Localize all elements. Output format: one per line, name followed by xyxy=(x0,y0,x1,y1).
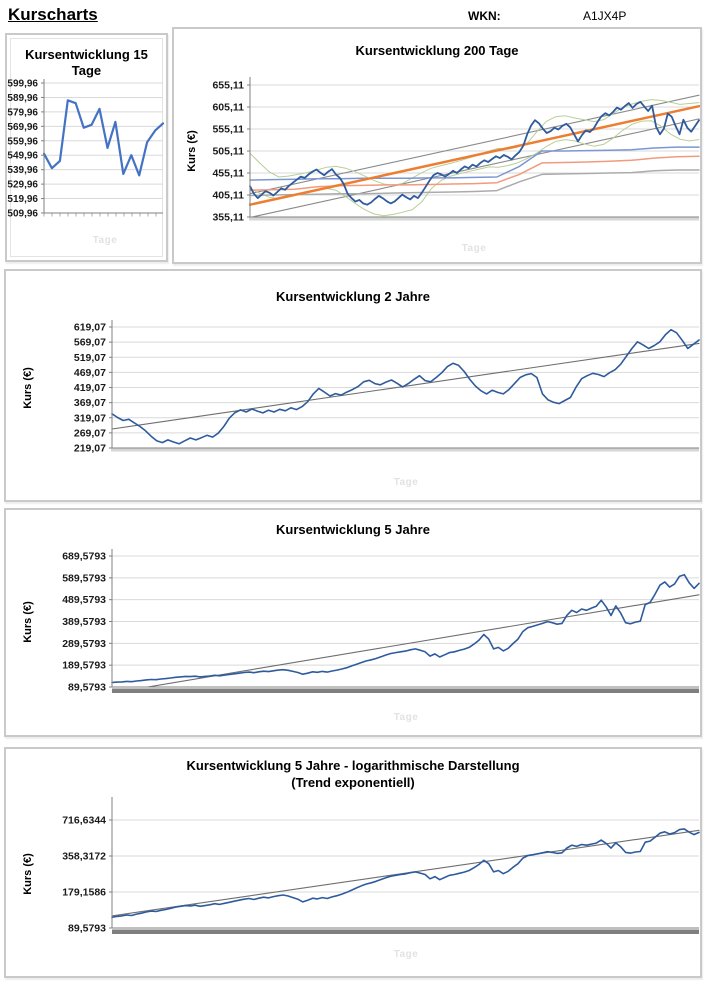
svg-text:189,5793: 189,5793 xyxy=(62,660,106,672)
price-chart-5-jahre: 689,5793 589,5793 489,5793 389,5793 289,5793… xyxy=(62,549,700,694)
svg-text:469,07: 469,07 xyxy=(74,367,106,379)
svg-text:355,11: 355,11 xyxy=(212,212,244,224)
svg-text:689,5793: 689,5793 xyxy=(62,551,106,563)
svg-text:405,11: 405,11 xyxy=(212,190,244,202)
chart-title-2-jahre: Kursentwicklung 2 Jahre xyxy=(276,289,430,304)
svg-text:549,96: 549,96 xyxy=(7,151,38,162)
svg-text:519,96: 519,96 xyxy=(7,194,38,205)
wkn-label: WKN: xyxy=(468,9,501,23)
x-axis-watermark: Tage xyxy=(92,235,118,246)
svg-text:589,96: 589,96 xyxy=(7,93,38,104)
svg-text:599,96: 599,96 xyxy=(7,79,38,90)
svg-text:519,07: 519,07 xyxy=(74,352,106,364)
svg-text:419,07: 419,07 xyxy=(74,382,106,394)
svg-text:589,5793: 589,5793 xyxy=(62,572,106,584)
chart-inner-border xyxy=(10,38,163,257)
svg-text:555,11: 555,11 xyxy=(212,124,244,136)
price-chart-15-tage: 599,96 589,96 579,96 569,96 559,96 549,96 539,… xyxy=(7,79,164,220)
x-axis-watermark: Tage xyxy=(393,477,419,488)
svg-text:579,96: 579,96 xyxy=(7,107,38,118)
svg-text:605,11: 605,11 xyxy=(212,102,244,114)
svg-text:389,5793: 389,5793 xyxy=(62,616,106,628)
svg-text:319,07: 319,07 xyxy=(74,412,106,424)
svg-text:539,96: 539,96 xyxy=(7,165,38,176)
price-chart-200-tage: 655,11 605,11 555,11 505,11 455,11 405,11 355,… xyxy=(212,77,700,224)
svg-text:219,07: 219,07 xyxy=(74,443,106,455)
chart-title-200-tage: Kursentwicklung 200 Tage xyxy=(355,43,519,58)
svg-text:358,3172: 358,3172 xyxy=(62,851,106,863)
price-chart-2-jahre: 619,07 569,07 519,07 469,07 419,07 369,07 319,… xyxy=(74,320,700,455)
svg-text:509,96: 509,96 xyxy=(7,209,38,220)
svg-text:569,96: 569,96 xyxy=(7,122,38,133)
svg-text:269,07: 269,07 xyxy=(74,427,106,439)
svg-text:289,5793: 289,5793 xyxy=(62,638,106,650)
wkn-value: A1JX4P xyxy=(583,9,627,23)
svg-text:559,96: 559,96 xyxy=(7,136,38,147)
x-axis-watermark: Tage xyxy=(461,243,487,254)
chart-panel-5-jahre-log: Kursentwicklung 5 Jahre - logarithmische… xyxy=(4,747,702,978)
svg-text:505,11: 505,11 xyxy=(212,146,244,158)
svg-text:489,5793: 489,5793 xyxy=(62,594,106,606)
svg-text:716,6344: 716,6344 xyxy=(62,815,106,827)
svg-text:529,96: 529,96 xyxy=(7,180,38,191)
svg-text:369,07: 369,07 xyxy=(74,397,106,409)
svg-text:455,11: 455,11 xyxy=(212,168,244,180)
svg-text:89,5793: 89,5793 xyxy=(68,923,106,935)
svg-text:619,07: 619,07 xyxy=(74,322,106,334)
chart-panel-2-jahre: Kursentwicklung 2 Jahre Kurs (€) 619,07 5… xyxy=(4,269,702,502)
x-axis-watermark: Tage xyxy=(393,949,419,960)
svg-text:89,5793: 89,5793 xyxy=(68,682,106,694)
chart-title-5-jahre: Kursentwicklung 5 Jahre xyxy=(276,522,430,537)
chart-subtitle-trend-exponentiell: (Trend exponentiell) xyxy=(291,775,415,790)
page-title: Kurscharts xyxy=(8,5,98,24)
chart-panel-200-tage: Kursentwicklung 200 Tage Kurs (€) 655,11… xyxy=(172,27,702,264)
price-chart-5-jahre-log: 716,6344 358,3172 179,1586 89,5793 xyxy=(62,797,700,935)
svg-text:655,11: 655,11 xyxy=(212,80,244,92)
chart-title-5-jahre-log: Kursentwicklung 5 Jahre - logarithmische… xyxy=(186,758,520,773)
chart-panel-5-jahre: Kursentwicklung 5 Jahre Kurs (€) 689,579… xyxy=(4,508,702,737)
chart-panel-15-tage: Kursentwicklung 15 Tage 599,96 589,96 579,… xyxy=(5,33,168,262)
svg-text:179,1586: 179,1586 xyxy=(62,887,106,899)
x-axis-watermark: Tage xyxy=(393,712,419,723)
svg-text:569,07: 569,07 xyxy=(74,337,106,349)
chart-title-15-tage: Kursentwicklung 15 Tage xyxy=(25,47,148,79)
